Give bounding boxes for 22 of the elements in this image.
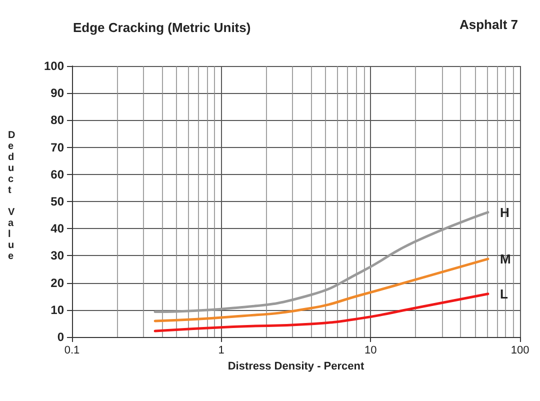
x-tick-label: 10 bbox=[364, 344, 377, 356]
y-tick-label: 90 bbox=[50, 86, 64, 100]
y-tick-label: 80 bbox=[50, 113, 64, 128]
y-tick-label: 60 bbox=[50, 167, 64, 182]
text: Deduct Value bbox=[8, 130, 16, 262]
y-tick-label: 20 bbox=[50, 276, 64, 290]
chart-title: Edge Cracking (Metric Units) bbox=[73, 20, 251, 35]
y-tick-label: 0 bbox=[57, 330, 64, 344]
y-tick-label: 100 bbox=[44, 59, 64, 73]
series-label: L bbox=[500, 286, 508, 302]
y-tick-label: 30 bbox=[50, 248, 64, 263]
text: Asphalt 7 bbox=[459, 17, 518, 32]
series-label: H bbox=[500, 204, 510, 220]
x-tick-label: 0.1 bbox=[64, 344, 80, 356]
y-tick-label: 50 bbox=[50, 194, 64, 208]
x-tick-label: 1 bbox=[218, 344, 224, 356]
x-tick-label: 100 bbox=[510, 344, 530, 356]
y-tick-label: 70 bbox=[50, 140, 64, 154]
y-tick-label: 10 bbox=[50, 302, 64, 317]
y-tick-label: 40 bbox=[50, 222, 64, 236]
series-label: M bbox=[500, 251, 511, 266]
x-axis-title: Distress Density - Percent bbox=[228, 360, 364, 372]
